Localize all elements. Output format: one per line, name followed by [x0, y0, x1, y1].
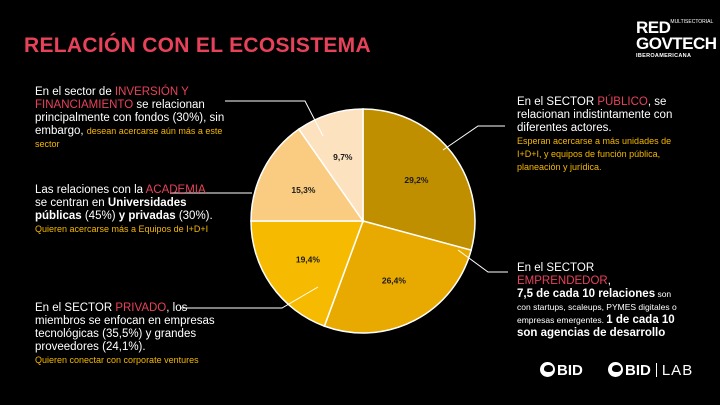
logo-line1-small: MULTISECTORIAL: [670, 19, 714, 25]
bid-emblem-icon: [540, 362, 555, 377]
academia-text-2: se centran en: [35, 197, 108, 209]
academia-text-1: Las relaciones con la: [35, 184, 146, 196]
emprendedor-text-2: ,: [607, 275, 611, 287]
inversion-highlight: INVERSIÓN Y FINANCIAMIENTO: [35, 86, 189, 111]
pie-slices: [250, 108, 476, 334]
pie-labels: 29,2% 26,4% 19,4% 15,3% 9,7%: [291, 152, 429, 286]
pie-slice-2: [323, 220, 473, 334]
annotation-publico: En el SECTOR PÚBLICO, se relacionan indi…: [517, 96, 687, 174]
bid-lab-logo: BID LAB: [608, 362, 693, 379]
publico-wish: Esperan acercarse a más unidades de I+D+…: [517, 136, 672, 172]
emprendedor-highlight: EMPRENDEDOR: [517, 275, 608, 287]
academia-bold-2: y privadas: [118, 210, 176, 222]
pie-slice-4: [250, 128, 365, 222]
annotation-inversion: En el sector de INVERSIÓN Y FINANCIAMIEN…: [35, 86, 230, 151]
bid-lab-emblem-icon: [608, 362, 623, 377]
pie-slice-1: [362, 108, 476, 252]
logo-line3: IBEROAMERICANA: [636, 53, 692, 60]
academia-text-3: (45%): [81, 210, 119, 222]
privado-text-1: En el SECTOR: [35, 302, 116, 314]
pie-slice-3: [250, 220, 365, 328]
leader-line-privado: [180, 286, 319, 309]
bid-lab-separator: [655, 363, 657, 377]
leader-line-emprendedor: [457, 249, 508, 273]
pie-slice-label-4: 15,3%: [291, 185, 316, 195]
academia-bold-1: Universidades públicas: [35, 197, 187, 222]
annotation-academia: Las relaciones con la ACADEMIA se centra…: [35, 184, 220, 236]
emprendedor-small: son con startups, scaleups, PYMES digita…: [517, 289, 677, 325]
pie-slice-label-1: 29,2%: [404, 175, 429, 185]
inversion-wish: desean acercarse aún más a este sector: [35, 126, 223, 149]
pie-slice-label-3: 19,4%: [296, 255, 321, 265]
academia-highlight: ACADEMIA: [145, 184, 206, 196]
bid-lab-text-1: BID: [625, 362, 651, 379]
publico-highlight: PÚBLICO: [597, 96, 648, 108]
leader-line-publico: [442, 125, 505, 151]
inversion-text-2: se relacionan principalmente con fondos …: [35, 99, 225, 137]
inversion-text-1: En el sector de: [35, 86, 115, 98]
privado-text-2: , los miembros se enfocan en empresas te…: [35, 302, 215, 353]
publico-text-1: En el SECTOR: [517, 96, 598, 108]
academia-wish: Quieren acercarse más a Equipos de I+D+I: [35, 224, 209, 234]
page-title: RELACIÓN CON EL ECOSISTEMA: [24, 34, 371, 57]
emprendedor-bold-1: 7,5 de cada 10 relaciones: [517, 288, 656, 300]
leader-lines: [170, 100, 508, 309]
pie-slice-label-5: 9,7%: [333, 152, 353, 162]
bid-logo: BID: [540, 362, 583, 379]
logo-line1: RED: [636, 18, 671, 37]
emprendedor-bold-2: 1 de cada 10 son agencias de desarrollo: [517, 314, 675, 339]
pie-slice-label-2: 26,4%: [382, 276, 407, 286]
bid-logo-text: BID: [557, 362, 583, 379]
academia-text-4: (30%).: [175, 210, 213, 222]
bid-lab-text-2: LAB: [661, 362, 694, 379]
annotation-emprendedor: En el SECTOR EMPRENDEDOR, 7,5 de cada 10 …: [517, 262, 687, 340]
annotation-privado: En el SECTOR PRIVADO, los miembros se en…: [35, 302, 215, 367]
emprendedor-text-1: En el SECTOR: [517, 262, 595, 274]
privado-wish: Quieren conectar con corporate ventures: [35, 355, 199, 365]
privado-highlight: PRIVADO: [115, 302, 167, 314]
logo-line2: GOVTECH: [636, 34, 717, 54]
publico-text-2: , se relacionan indistintamente con dife…: [517, 96, 673, 134]
red-govtech-logo: REDMULTISECTORIAL GOVTECH IBEROAMERICANA: [636, 18, 717, 60]
leader-line-inversion: [225, 100, 324, 137]
pie-slice-5: [297, 108, 364, 224]
